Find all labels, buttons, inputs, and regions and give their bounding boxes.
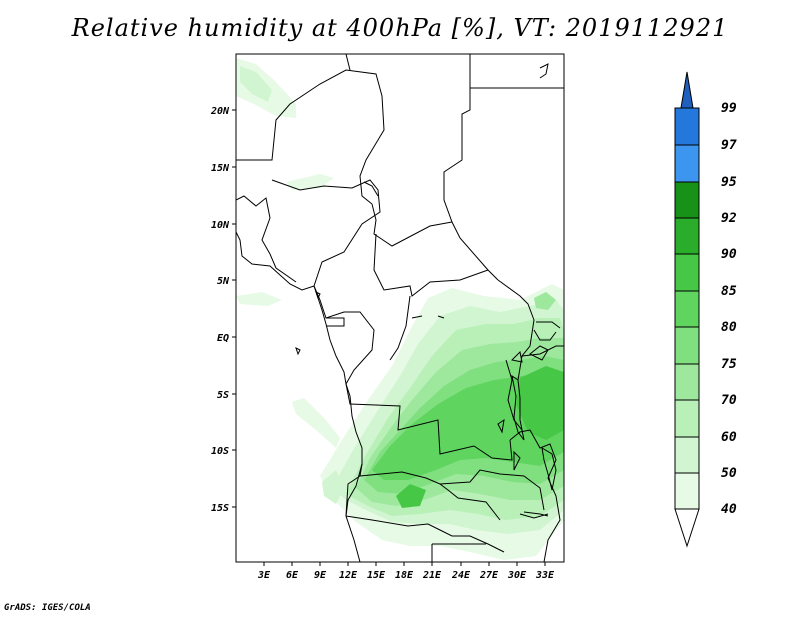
lat-label-10n: 10N [211,220,230,231]
colorbar-label-90: 90 [721,247,737,262]
colorbar-label-92: 92 [721,211,737,226]
lat-label-5n: 5N [217,276,230,287]
colorbar-label-40: 40 [721,502,737,517]
lon-label-24e: 24E [451,570,471,581]
coastline [236,181,379,517]
map-frame [235,53,565,563]
lat-label-15n: 15N [211,163,230,174]
lon-label-27e: 27E [479,570,499,581]
colorbar-bin-90-92 [674,217,700,255]
lat-label-eq: EQ [217,333,229,344]
humidity-area-core-north [534,292,556,310]
country-borders [236,54,564,562]
colorbar-bin-80-85 [674,290,700,328]
colorbar-label-95: 95 [721,175,737,190]
colorbar-labels: 99 97 95 92 90 85 80 75 70 60 50 40 [721,101,737,517]
grads-credit: GrADS: IGES/COLA [4,603,91,613]
colorbar-bin-40-50 [674,472,700,510]
lon-label-12e: 12E [339,570,358,581]
humidity-area-nw-core [240,66,272,102]
humidity-area-core-east [516,366,564,440]
colorbar-bin-70-75 [674,363,700,401]
colorbar-bottom-arrow [674,508,700,548]
colorbar-bin-92-95 [674,181,700,219]
colorbar-label-80: 80 [721,320,737,335]
colorbar-bin-75-80 [674,326,700,365]
humidity-area-coast-2 [322,470,344,504]
lon-label-9e: 9E [314,570,327,581]
lon-label-33e: 33E [535,570,555,581]
colorbar [674,71,700,548]
chart-title: Relative humidity at 400hPa [%], VT: 201… [71,14,729,42]
latitude-axis: 20N 15N 10N 5N EQ 5S 10S 15S [210,106,236,514]
colorbar-label-99: 99 [721,101,737,116]
lakes [295,63,557,517]
colorbar-label-85: 85 [721,284,737,299]
humidity-field [236,58,564,560]
lon-label-3e: 3E [257,570,271,581]
colorbar-bin-50-60 [674,436,700,474]
colorbar-bin-60-70 [674,399,700,438]
humidity-area-coast [292,398,340,448]
lat-label-20n: 20N [210,106,230,117]
colorbar-label-97: 97 [721,138,737,153]
lon-label-21e: 21E [422,570,442,581]
lon-label-15e: 15E [367,570,386,581]
colorbar-bin-95-97 [674,144,700,183]
colorbar-label-50: 50 [721,466,737,481]
lon-label-18e: 18E [395,570,414,581]
humidity-area-core-south [396,484,426,508]
humidity-area-atlantic [236,292,282,306]
colorbar-label-75: 75 [721,357,737,372]
colorbar-top-arrow [680,71,694,109]
lon-label-6e: 6E [286,570,299,581]
lat-label-15s: 15S [211,503,229,514]
longitude-axis: 3E 6E 9E 12E 15E 18E 21E 24E 27E 30E 33E [257,562,555,581]
colorbar-bin-97-99 [674,107,700,146]
lat-label-5s: 5S [217,390,229,401]
colorbar-label-70: 70 [721,393,737,408]
colorbar-bin-85-90 [674,253,700,292]
lat-label-10s: 10S [211,446,229,457]
lon-label-30e: 30E [507,570,527,581]
colorbar-label-60: 60 [721,430,737,445]
